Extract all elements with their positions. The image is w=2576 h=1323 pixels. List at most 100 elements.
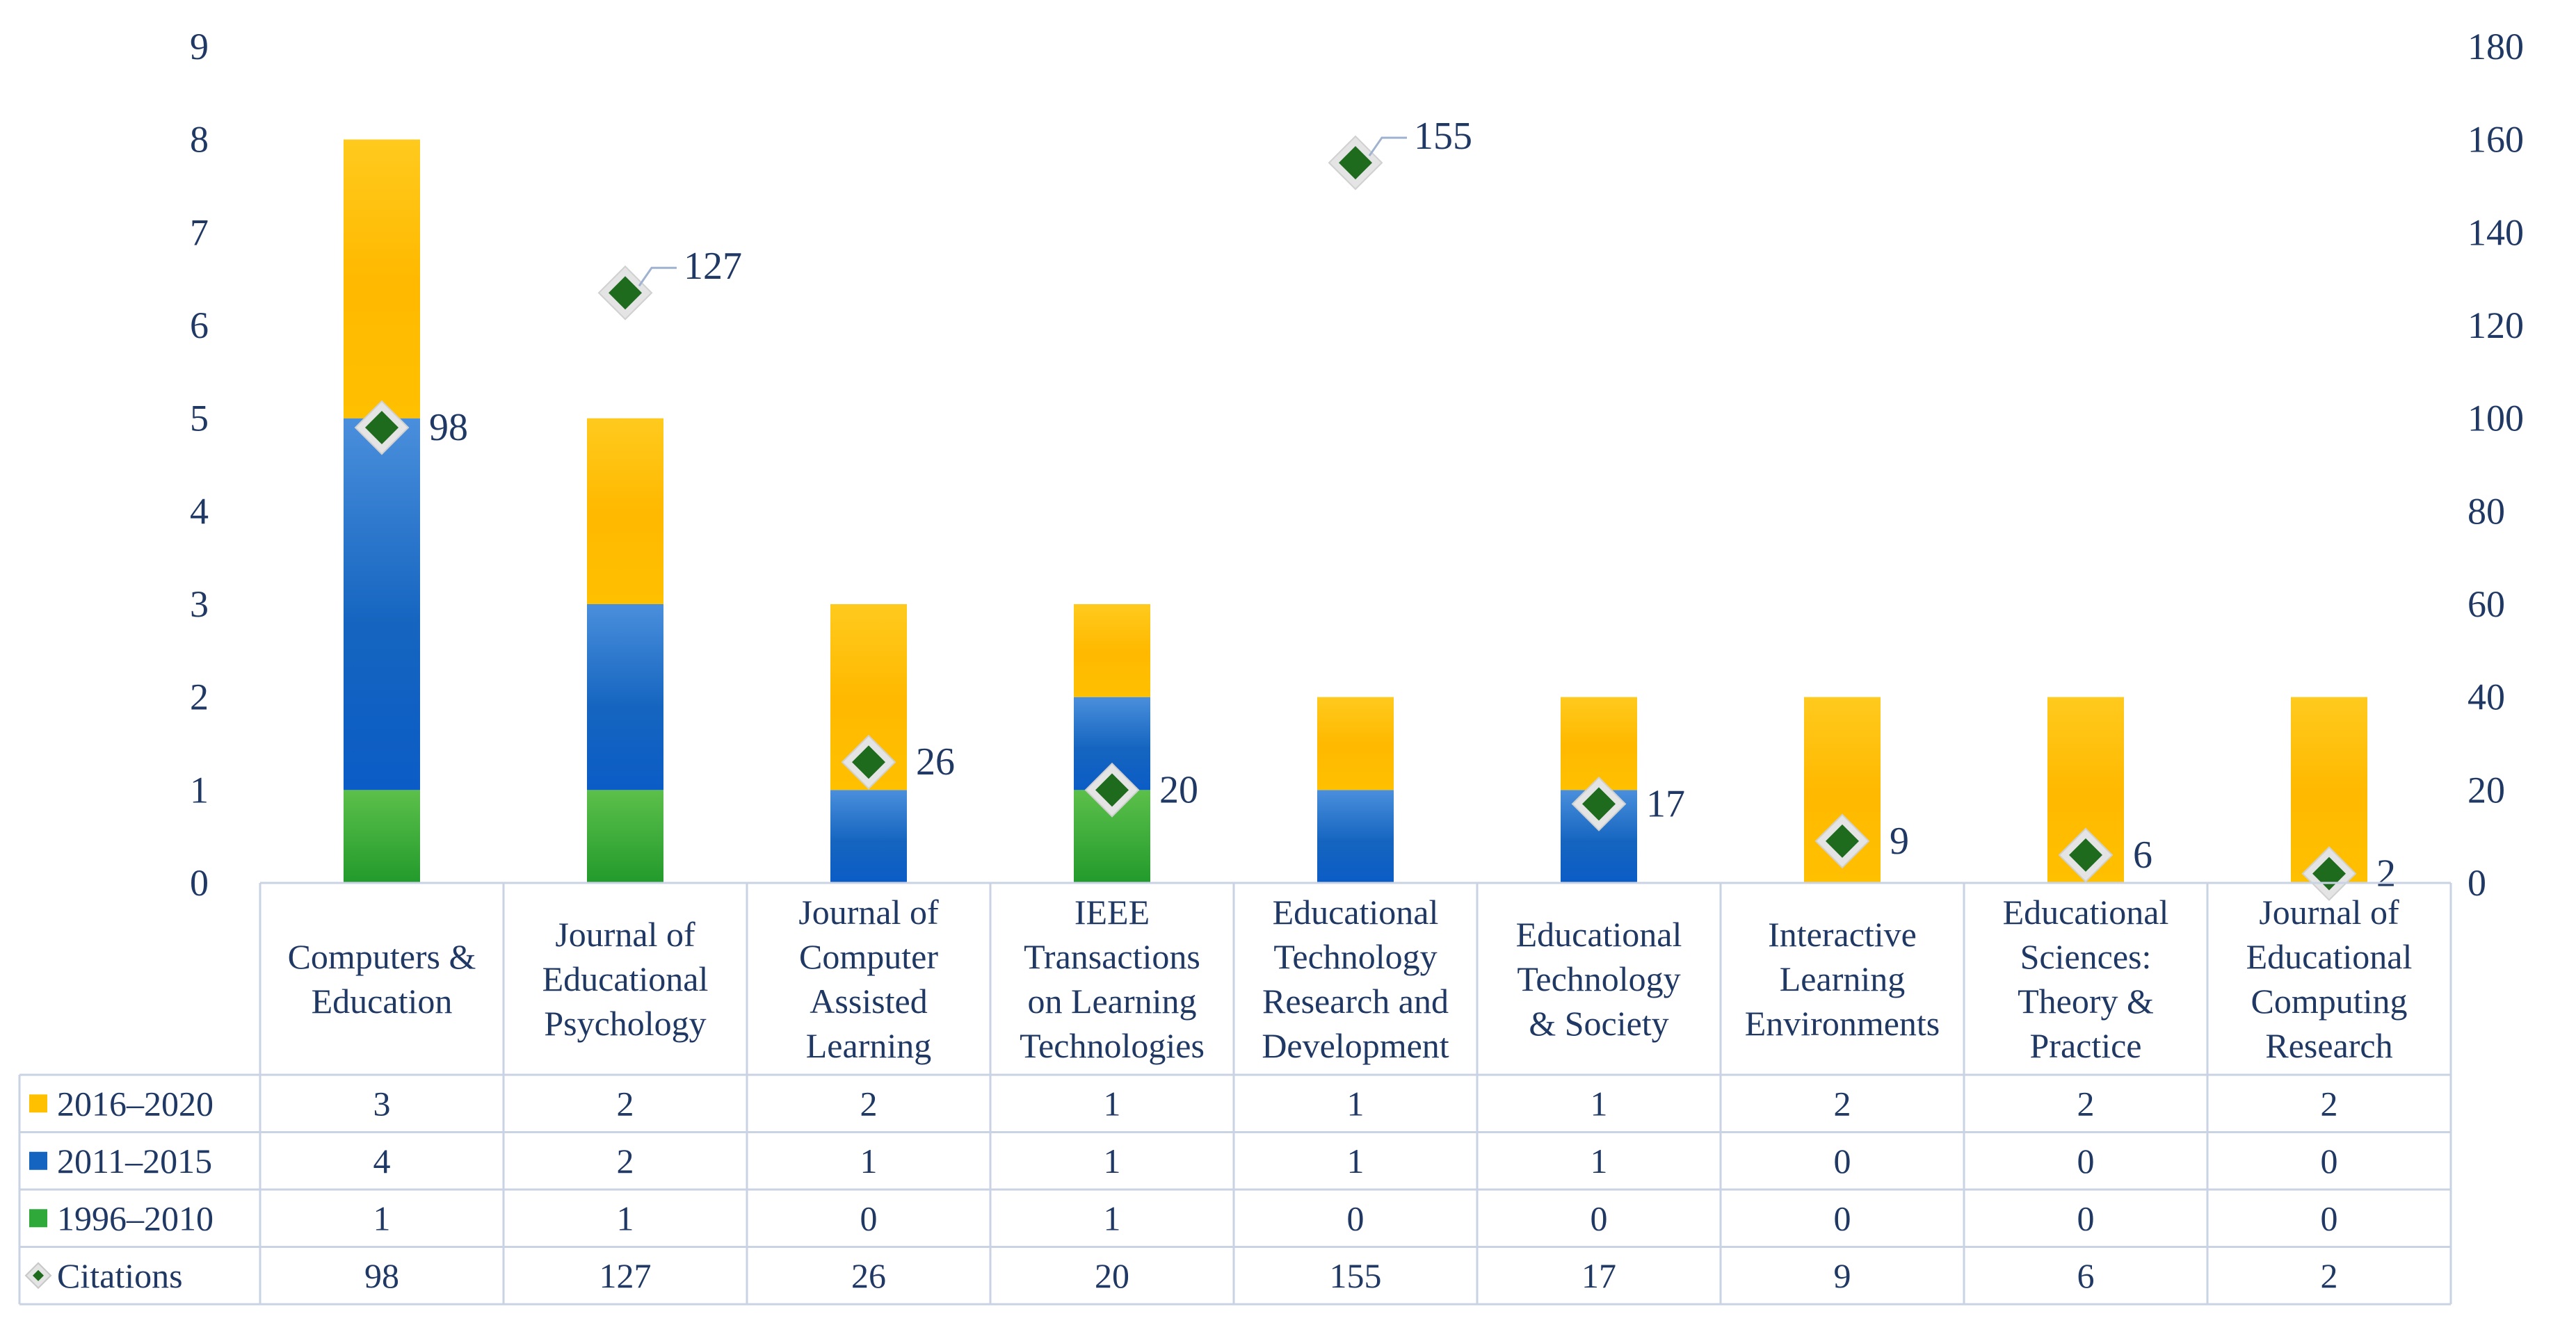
table-cell: 2: [2321, 1084, 2338, 1123]
data-table: Computers & Education Journal of Educationa…: [18, 882, 2452, 1306]
table-cell: 127: [599, 1256, 652, 1295]
y-right-tick-label: 180: [2468, 26, 2524, 67]
category-label: Educational Sciences: Theory & Practice: [2003, 893, 2169, 1065]
y-right-tick-label: 140: [2468, 211, 2524, 253]
category-label: Educational Technology & Society: [1516, 915, 1682, 1043]
y-right-tick-label: 80: [2468, 490, 2505, 532]
category-label: Journal of Computer Assisted Learning: [798, 893, 939, 1065]
table-cell: 2: [617, 1084, 634, 1123]
table-cell: 1: [373, 1199, 391, 1237]
table-row-label: 1996–2010: [57, 1199, 214, 1237]
table-cell: 6: [2077, 1256, 2095, 1295]
y-right-tick-label: 100: [2468, 398, 2524, 439]
bar-segment-2011-2015: [830, 790, 907, 883]
y-left-tick-label: 9: [190, 26, 209, 67]
category-label: Journal of Educational Computing Research: [2246, 893, 2413, 1065]
legend-key-2016-2020: [29, 1094, 47, 1113]
citation-marker: [597, 265, 653, 320]
citation-marker: [1814, 813, 1870, 869]
citation-marker: [841, 734, 896, 790]
table-cell: 1: [1104, 1084, 1121, 1123]
bar-segment-2016-2020: [1317, 697, 1394, 790]
bar-segment-2011-2015: [344, 418, 420, 790]
table-cell: 2: [2077, 1084, 2095, 1123]
bar-segment-2011-2015: [587, 604, 663, 790]
table-cell: 155: [1330, 1256, 1382, 1295]
y-right-tick-label: 0: [2468, 862, 2486, 904]
y-right-tick-label: 160: [2468, 119, 2524, 161]
table-cell: 1: [1347, 1142, 1365, 1180]
table-cell: 1: [1591, 1142, 1608, 1180]
y-left-tick-label: 7: [190, 211, 209, 253]
legend-key-citations-inner: [33, 1269, 44, 1281]
citation-leader-line: [638, 266, 677, 287]
category-label: Interactive Learning Environments: [1745, 915, 1940, 1043]
category-label: Educational Technology Research and Develop…: [1262, 893, 1449, 1065]
bar-segment-2016-2020: [587, 418, 663, 604]
table-cell: 9: [1834, 1256, 1851, 1295]
y-left-tick-label: 5: [190, 398, 209, 439]
table-row-label: 2016–2020: [57, 1084, 214, 1123]
legend-key-2011-2015: [29, 1151, 47, 1170]
table-cell: 2: [1834, 1084, 1851, 1123]
legend-key-1996-2010: [29, 1209, 47, 1228]
bar-segment-2016-2020: [344, 139, 420, 419]
table-cell: 1: [1104, 1199, 1121, 1237]
bars-layer: [344, 139, 2367, 883]
table-cell: 0: [1834, 1142, 1851, 1180]
bar-segment-1996-2010: [587, 790, 663, 883]
citation-marker: [2058, 827, 2114, 883]
table-cell: 0: [1591, 1199, 1608, 1237]
axes-layer: 0 1 2 3 4 5 6 7 8 9 0 20 40 60 80 100 120 140 160 180: [190, 26, 2524, 904]
citation-data-label: 155: [1414, 115, 1472, 158]
table-cell: 1: [617, 1199, 634, 1237]
bar-segment-1996-2010: [344, 790, 420, 883]
category-label: IEEE Transactions on Learning Technologies: [1020, 893, 1205, 1065]
table-cell: 1: [1104, 1142, 1121, 1180]
table-cell: 17: [1581, 1256, 1616, 1295]
table-cell: 4: [373, 1142, 391, 1180]
table-cell: 2: [2321, 1256, 2338, 1295]
citation-data-label: 6: [2133, 834, 2152, 877]
table-cell: 0: [2077, 1199, 2095, 1237]
y-left-tick-label: 1: [190, 769, 209, 811]
category-label: Journal of Educational Psychology: [542, 915, 709, 1043]
bar-segment-2016-2020: [1074, 604, 1150, 697]
table-cell: 20: [1095, 1256, 1129, 1295]
citation-marker: [1571, 776, 1627, 831]
y-right-tick-label: 60: [2468, 583, 2505, 625]
table-cell: 98: [364, 1256, 399, 1295]
citation-data-label: 9: [1890, 820, 1909, 863]
category-label: Computers & Education: [288, 937, 476, 1021]
citation-data-label: 20: [1159, 768, 1198, 811]
table-cell: 3: [373, 1084, 391, 1123]
table-cell: 1: [860, 1142, 878, 1180]
table-row-label: 2011–2015: [57, 1142, 212, 1180]
y-right-tick-label: 120: [2468, 305, 2524, 346]
citation-markers-layer: 98 127 26 20 155 17 9 6 2: [354, 115, 2396, 902]
table-cell: 0: [2077, 1142, 2095, 1180]
table-cell: 0: [2321, 1199, 2338, 1237]
table-cell: 0: [860, 1199, 878, 1237]
citation-data-label: 26: [916, 740, 955, 784]
citation-marker: [1328, 135, 1383, 190]
citation-data-label: 2: [2376, 852, 2396, 895]
y-left-tick-label: 6: [190, 305, 209, 346]
citation-marker: [1084, 762, 1140, 818]
citation-data-label: 98: [429, 406, 468, 449]
y-left-tick-label: 2: [190, 676, 209, 718]
table-cell: 0: [1347, 1199, 1365, 1237]
y-left-tick-label: 3: [190, 583, 209, 625]
table-cell: 1: [1591, 1084, 1608, 1123]
citation-marker: [354, 400, 410, 455]
table-cell: 1: [1347, 1084, 1365, 1123]
bar-segment-2011-2015: [1317, 790, 1394, 883]
bar-segment-2016-2020: [1561, 697, 1637, 790]
y-right-tick-label: 40: [2468, 676, 2505, 718]
table-cell: 26: [851, 1256, 886, 1295]
table-row-label: Citations: [57, 1256, 183, 1295]
citation-leader-line: [1368, 136, 1407, 156]
y-left-tick-label: 4: [190, 490, 209, 532]
y-left-tick-label: 0: [190, 862, 209, 904]
